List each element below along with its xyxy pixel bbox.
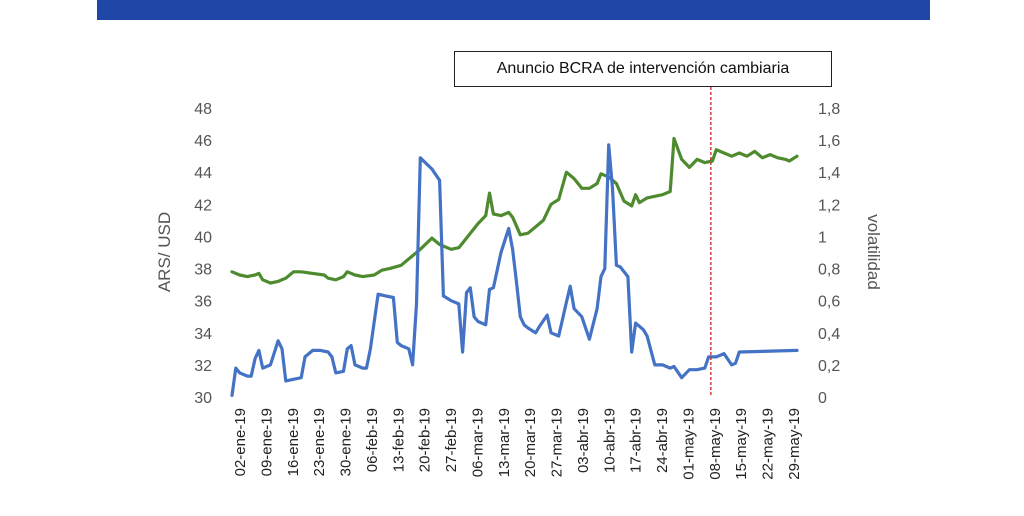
x-tick-label: 01-may-19 xyxy=(680,408,697,480)
left-tick-label: 34 xyxy=(194,326,212,343)
x-tick-label: 08-may-19 xyxy=(707,408,724,480)
series-group xyxy=(230,136,799,397)
volatility-line xyxy=(230,143,799,397)
x-tick-label: 16-ene-19 xyxy=(285,408,302,476)
x-tick-label: 17-abr-19 xyxy=(628,408,645,473)
left-tick-label: 32 xyxy=(194,358,212,375)
x-tick-label: 15-may-19 xyxy=(733,408,750,480)
x-tick-label: 27-feb-19 xyxy=(443,408,460,472)
right-tick-label: 0,6 xyxy=(818,294,840,311)
x-tick-label: 20-mar-19 xyxy=(522,408,539,477)
right-tick-label: 1,4 xyxy=(818,165,840,182)
left-axis-label: ARS/ USD xyxy=(155,212,174,292)
left-axis-ticks: 30 32 34 36 38 40 42 44 46 48 xyxy=(194,101,212,407)
x-tick-label: 20-feb-19 xyxy=(417,408,434,472)
right-tick-label: 0,8 xyxy=(818,262,840,279)
left-tick-label: 48 xyxy=(194,101,212,118)
x-tick-label: 27-mar-19 xyxy=(549,408,566,477)
right-tick-label: 0,2 xyxy=(818,358,840,375)
right-tick-label: 1,6 xyxy=(818,133,840,150)
annotation-box: Anuncio BCRA de intervención cambiaria xyxy=(454,51,832,87)
right-tick-label: 1 xyxy=(818,229,827,246)
x-tick-label: 13-feb-19 xyxy=(390,408,407,472)
left-tick-label: 40 xyxy=(194,229,212,246)
left-tick-label: 38 xyxy=(194,262,212,279)
header-bar xyxy=(97,0,930,20)
x-tick-label: 02-ene-19 xyxy=(232,408,249,476)
x-tick-label: 30-ene-19 xyxy=(338,408,355,476)
left-tick-label: 36 xyxy=(194,294,212,311)
x-tick-label: 06-mar-19 xyxy=(469,408,486,477)
right-tick-label: 0 xyxy=(818,390,827,407)
left-tick-label: 44 xyxy=(194,165,212,182)
x-tick-label: 10-abr-19 xyxy=(601,408,618,473)
left-tick-label: 30 xyxy=(194,390,212,407)
right-axis-ticks: 0 0,2 0,4 0,6 0,8 1 1,2 1,4 1,6 1,8 xyxy=(818,101,840,407)
left-tick-label: 46 xyxy=(194,133,212,150)
x-tick-label: 23-ene-19 xyxy=(311,408,328,476)
x-tick-label: 13-mar-19 xyxy=(496,408,513,477)
x-tick-label: 06-feb-19 xyxy=(364,408,381,472)
exchange-rate-line xyxy=(230,136,799,285)
right-tick-label: 0,4 xyxy=(818,326,840,343)
x-tick-label: 24-abr-19 xyxy=(654,408,671,473)
x-tick-label: 03-abr-19 xyxy=(575,408,592,473)
annotation-text: Anuncio BCRA de intervención cambiaria xyxy=(496,60,790,77)
left-tick-label: 42 xyxy=(194,197,212,214)
x-tick-label: 29-may-19 xyxy=(786,408,803,480)
right-axis-label: volatilidad xyxy=(864,214,883,290)
x-tick-label: 22-may-19 xyxy=(760,408,777,480)
right-tick-label: 1,8 xyxy=(818,101,840,118)
x-axis-ticks: 02-ene-19 09-ene-19 16-ene-19 23-ene-19 30-e… xyxy=(232,408,803,480)
right-tick-label: 1,2 xyxy=(818,197,840,214)
x-tick-label: 09-ene-19 xyxy=(258,408,275,476)
